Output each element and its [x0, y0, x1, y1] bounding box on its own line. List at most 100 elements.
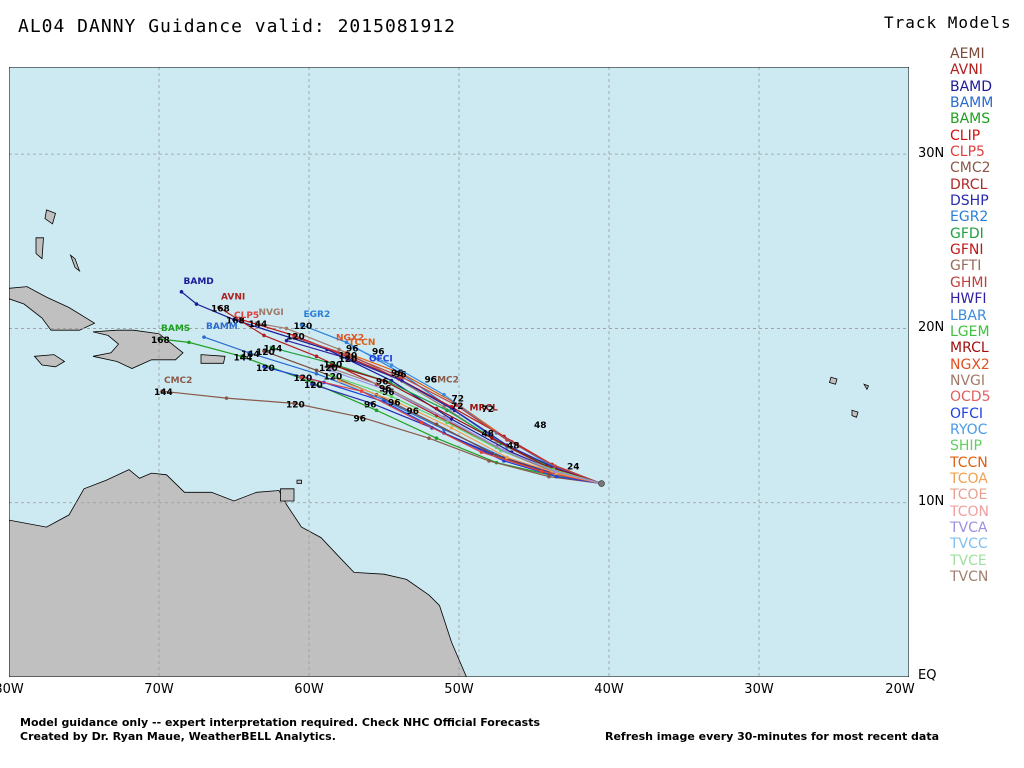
lat-label-10n: 10N: [918, 494, 945, 509]
land-tobago: [296, 479, 302, 484]
track-point: [389, 363, 394, 367]
track-point: [449, 425, 454, 430]
track-point: [434, 406, 439, 411]
legend-item-mrcl: MRCL: [950, 340, 989, 357]
legend-item-gfdi: GFDI: [950, 225, 984, 242]
tau-label: 120: [286, 332, 305, 342]
tau-label: 144: [234, 353, 253, 363]
land-jamaica: [33, 354, 66, 368]
legend-item-bamm: BAMM: [950, 95, 994, 112]
tau-label: 96: [354, 414, 367, 424]
track-point: [187, 340, 191, 345]
legend-item-drcl: DRCL: [950, 176, 988, 193]
tau-cluster-label: 48: [534, 421, 547, 431]
track-point: [359, 389, 364, 393]
tau-label: 96: [379, 385, 392, 395]
track-point: [314, 354, 319, 359]
tau-label: 96: [382, 388, 395, 398]
legend-item-gfti: GFTI: [950, 258, 982, 275]
tau-cluster-label: 96: [425, 375, 438, 385]
track-point: [449, 417, 454, 421]
footer-credit: Created by Dr. Ryan Maue, WeatherBELL An…: [20, 730, 336, 743]
tau-label: 168: [226, 317, 245, 327]
lon-label-70w: 70W: [144, 682, 174, 697]
track-point: [389, 394, 394, 399]
track-point: [299, 375, 304, 380]
tau-label: 120: [324, 360, 343, 370]
legend-item-clip: CLIP: [950, 127, 981, 144]
legend-item-tvce: TVCE: [950, 552, 987, 569]
land-cuba: [9, 286, 96, 331]
track-mrcl: [331, 364, 602, 485]
track-label-bamm: BAMM: [206, 322, 238, 332]
tau-label: 120: [294, 374, 313, 384]
legend-item-egr2: EGR2: [950, 209, 989, 226]
track-label-ofci: OFCI: [369, 355, 393, 365]
track-point: [487, 459, 491, 463]
legend-item-ngx2: NGX2: [950, 356, 990, 373]
lat-label-30n: 30N: [918, 146, 945, 161]
legend-item-avni: AVNI: [950, 62, 983, 79]
track-point: [337, 378, 341, 383]
track-label-cmc2: CMC2: [431, 375, 459, 385]
track-point: [269, 345, 274, 350]
lon-label-50w: 50W: [444, 682, 474, 697]
legend-item-ocd5: OCD5: [950, 389, 991, 406]
track-point: [400, 378, 404, 383]
track-point: [247, 351, 251, 355]
model-tracks: [157, 290, 605, 487]
legend-item-lgem: LGEM: [950, 323, 990, 340]
legend-item-hwfi: HWFI: [950, 291, 987, 308]
track-point: [329, 373, 334, 378]
legend-item-ofci: OFCI: [950, 405, 983, 422]
legend-item-aemi: AEMI: [950, 46, 985, 62]
footer-refresh-note: Refresh image every 30-minutes for most …: [605, 730, 940, 743]
tau-cluster-label: 96: [407, 407, 420, 417]
track-label-clp5: CLP5: [234, 311, 259, 321]
track-label-mrcl: MRCL: [470, 403, 498, 413]
legend-item-tccn: TCCN: [950, 454, 988, 471]
track-bamm: [203, 336, 602, 485]
track-point: [292, 401, 296, 406]
tau-label: 96: [394, 371, 407, 381]
tau-label: 120: [256, 348, 275, 358]
track-point: [262, 349, 266, 353]
legend-item-tvca: TVCA: [950, 519, 988, 536]
track-label-egr2: EGR2: [304, 310, 331, 320]
track-point: [325, 364, 329, 369]
track-point: [434, 436, 439, 441]
track-point: [400, 375, 404, 380]
track-clp5: [301, 376, 602, 485]
lat-lon-grid: [9, 67, 909, 677]
track-label-bamd: BAMD: [184, 277, 214, 287]
track-point: [554, 474, 559, 479]
track-point: [505, 438, 509, 442]
lon-label-60w: 60W: [294, 682, 324, 697]
track-point: [553, 469, 557, 474]
tau-cluster-label: 48: [507, 442, 520, 452]
tau-cluster-label: 72: [452, 395, 465, 405]
footer-disclaimer: Model guidance only -- expert interpreta…: [20, 716, 541, 729]
tau-label: 120: [286, 400, 305, 410]
tau-label: 96: [388, 399, 401, 409]
tau-label: 120: [339, 355, 358, 365]
track-point: [344, 352, 349, 357]
track-labels: 168BAMD168AVNI144BAMM144168BAMS96120144C…: [151, 277, 580, 473]
legend-item-gfni: GFNI: [950, 242, 984, 259]
legend-item-tcoe: TCOE: [950, 487, 988, 504]
track-point: [394, 399, 398, 404]
track-point: [547, 474, 551, 479]
lon-label-80w: 80W: [0, 682, 24, 697]
track-point: [344, 356, 349, 360]
track-point: [434, 422, 439, 427]
land-puerto-rico: [200, 354, 226, 364]
track-point: [454, 403, 458, 407]
track-point: [505, 455, 509, 460]
track-point: [344, 340, 349, 345]
lon-label-40w: 40W: [594, 682, 624, 697]
tau-cluster-label: 48: [482, 429, 495, 439]
tau-label: 120: [256, 364, 275, 374]
track-point: [385, 385, 389, 390]
tau-label: 168: [151, 336, 170, 346]
tau-cluster-label: 24: [567, 463, 580, 473]
